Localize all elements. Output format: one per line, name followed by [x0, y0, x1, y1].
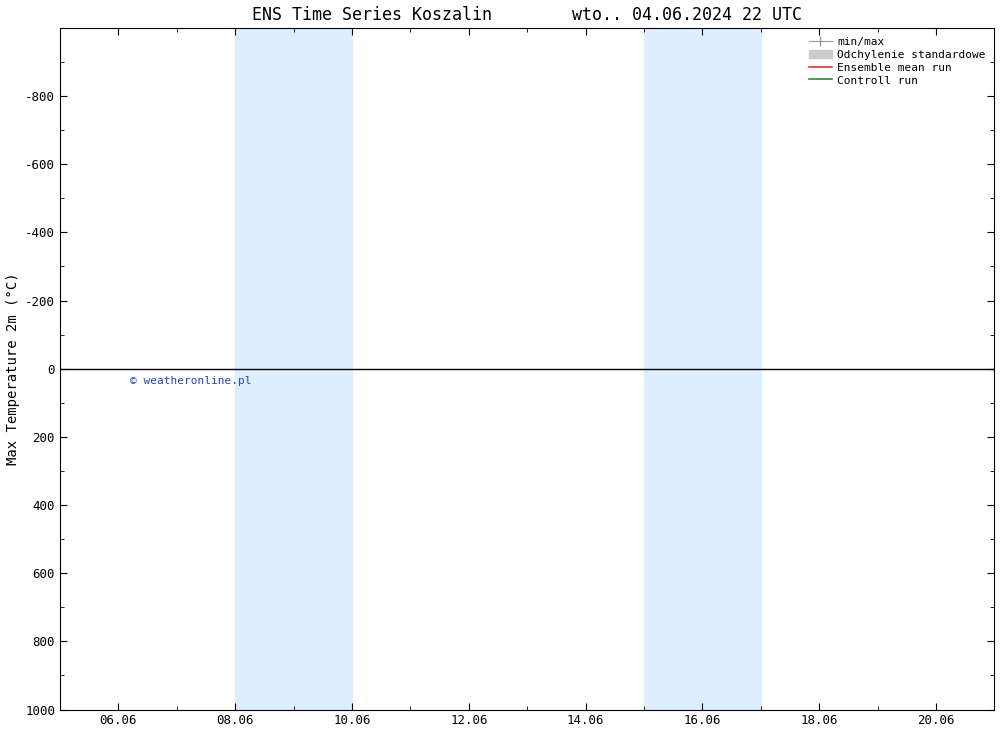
Legend: min/max, Odchylenie standardowe, Ensemble mean run, Controll run: min/max, Odchylenie standardowe, Ensembl… — [806, 34, 989, 89]
Bar — [644, 28, 761, 710]
Title: ENS Time Series Koszalin        wto.. 04.06.2024 22 UTC: ENS Time Series Koszalin wto.. 04.06.202… — [252, 6, 802, 23]
Text: © weatheronline.pl: © weatheronline.pl — [130, 375, 252, 386]
Bar — [235, 28, 352, 710]
Y-axis label: Max Temperature 2m (°C): Max Temperature 2m (°C) — [6, 273, 20, 465]
